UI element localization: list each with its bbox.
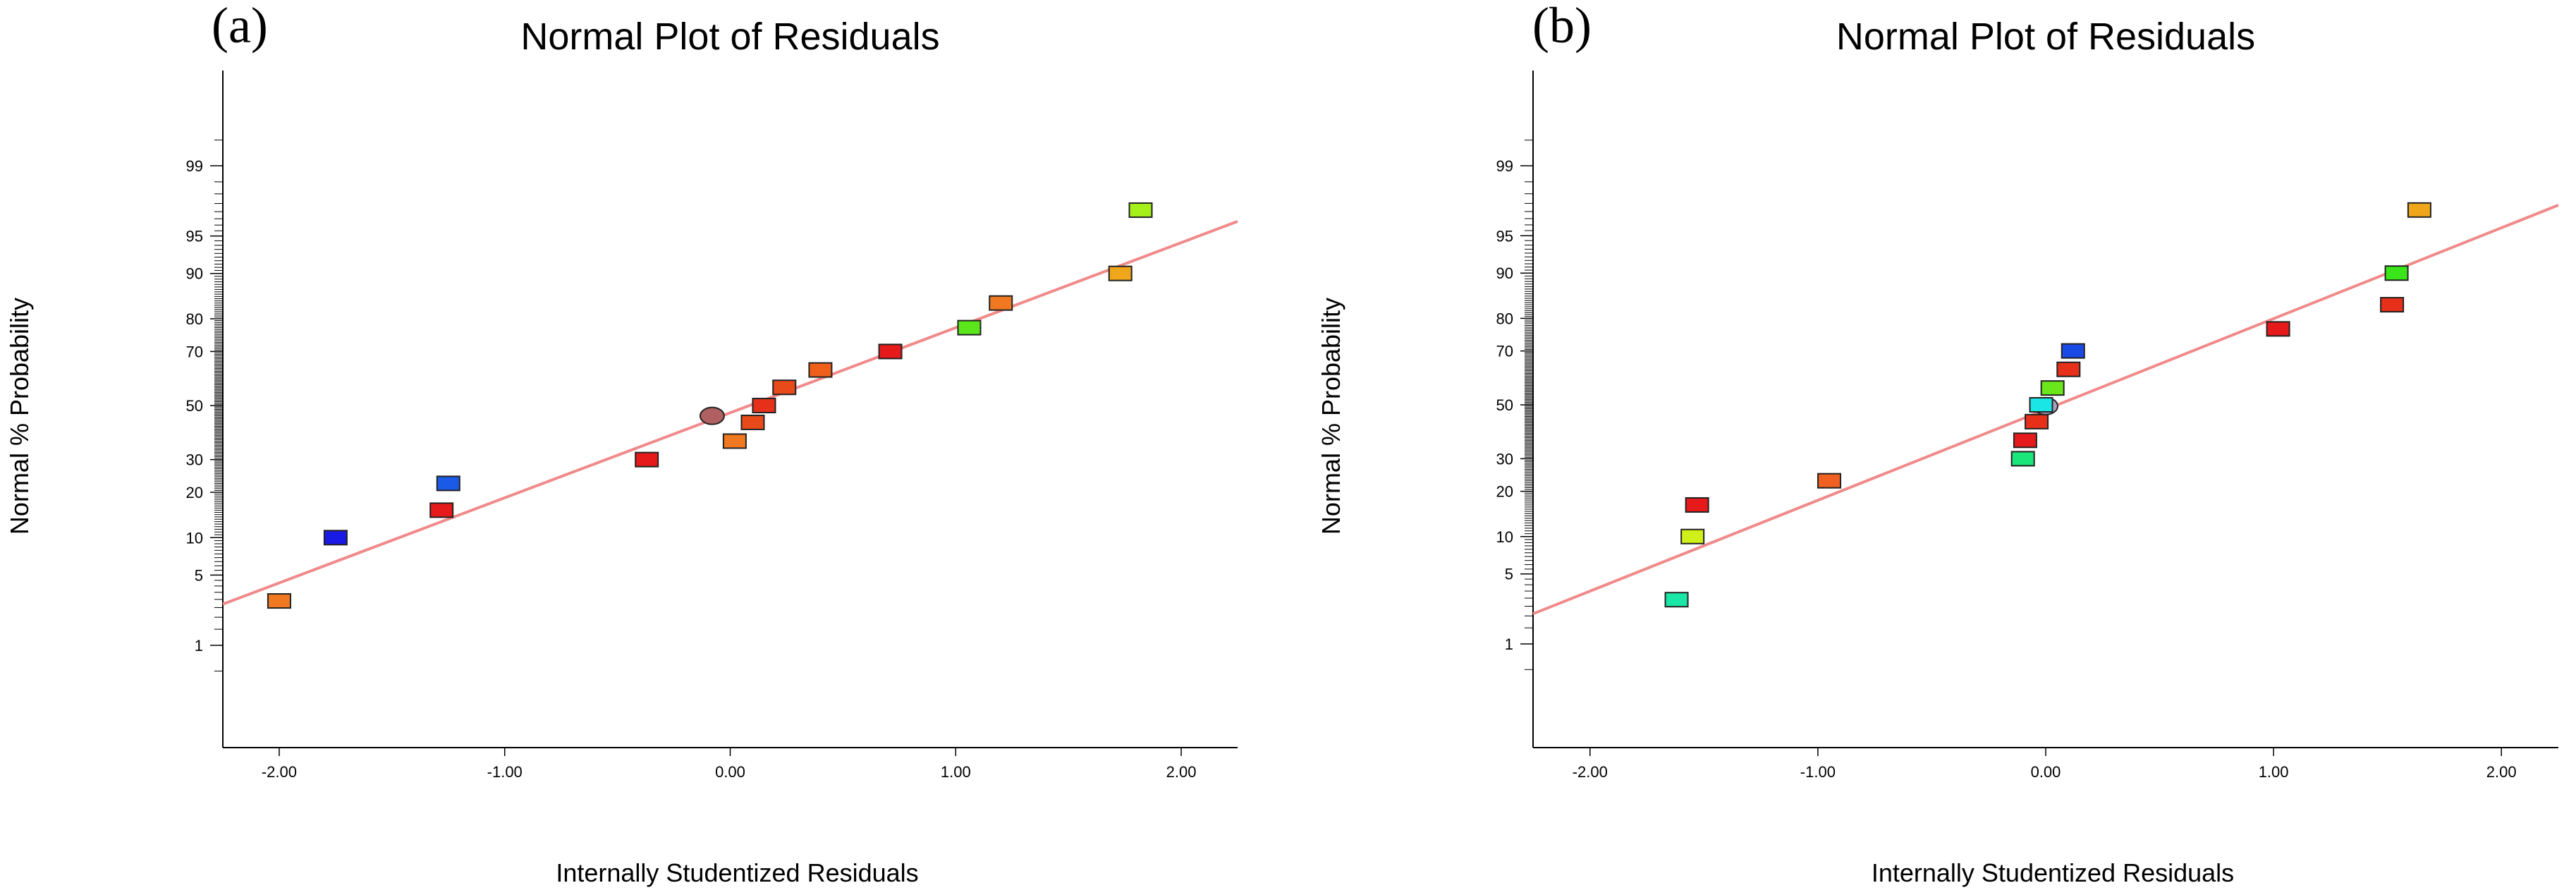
chart-b-x-tick-label: -1.00	[1800, 763, 1836, 781]
chart-panel-b: (b) Normal Plot of Residuals 1 5 10 20 30 50 70 8…	[1312, 0, 2576, 895]
chart-a-data-point	[1128, 202, 1153, 218]
chart-b-y-tick-label: 20	[1496, 483, 1513, 501]
chart-a-fit-line	[222, 220, 1238, 606]
chart-a-y-tick-label: 30	[186, 451, 203, 469]
chart-b-data-point	[2040, 380, 2065, 396]
chart-b-data-point	[2056, 361, 2081, 377]
chart-a-data-point	[772, 379, 797, 396]
chart-a-y-tick-label: 80	[186, 310, 203, 328]
chart-a-data-point	[699, 406, 725, 425]
chart-b-y-tick-label: 70	[1496, 343, 1513, 360]
chart-a-y-tick-label: 70	[186, 343, 203, 360]
chart-a-y-tick-label: 5	[195, 566, 203, 584]
chart-b-data-point	[1685, 497, 1709, 513]
chart-a-data-point	[635, 451, 659, 468]
chart-a-data-point	[722, 433, 747, 449]
chart-a-data-point	[752, 398, 776, 413]
chart-b-data-point	[1680, 528, 1705, 544]
chart-a-y-tick-label: 1	[195, 637, 203, 654]
chart-a-y-tick-label: 90	[186, 265, 203, 283]
chart-a-data-point	[267, 593, 291, 609]
chart-b-title: Normal Plot of Residuals	[1836, 16, 2255, 58]
chart-b-data-point	[2266, 321, 2290, 337]
chart-a-y-axis-label: Normal % Probability	[5, 298, 34, 535]
chart-a-data-point	[957, 319, 982, 336]
chart-b-data-point	[2025, 413, 2049, 430]
chart-a-x-axis-label: Internally Studentized Residuals	[556, 858, 918, 887]
chart-b-data-point	[2013, 432, 2037, 449]
chart-a-data-point	[429, 502, 454, 518]
chart-b-data-point	[2061, 343, 2085, 359]
chart-b-data-point	[2380, 297, 2405, 313]
chart-b-y-tick-label: 50	[1496, 396, 1513, 414]
chart-b-data-point	[1817, 473, 1842, 489]
chart-b-x-tick-label: 0.00	[2031, 763, 2061, 781]
chart-a-y-tick-label: 10	[186, 529, 203, 547]
chart-b-y-tick-label: 80	[1496, 310, 1513, 327]
chart-b-data-point	[2384, 265, 2409, 281]
chart-b-y-tick-label: 99	[1496, 157, 1513, 175]
chart-b-x-tick-label: 1.00	[2259, 763, 2289, 781]
chart-b-data-point	[2010, 451, 2035, 467]
chart-b-y-tick-label: 10	[1496, 528, 1513, 546]
chart-a-panel-label: (a)	[212, 0, 268, 54]
chart-a-title: Normal Plot of Residuals	[520, 16, 939, 58]
chart-b-data-point	[2407, 202, 2431, 218]
chart-a-svg: (a) Normal Plot of Residuals 1 5 10 20 30 50 70 8…	[5, 0, 1238, 887]
chart-a-x-tick-label: -1.00	[487, 763, 523, 781]
chart-b-x-tick-label: -2.00	[1573, 763, 1608, 781]
chart-a-data-point	[740, 414, 765, 430]
chart-a-data-point	[989, 295, 1013, 311]
chart-a-x-tick-label: 0.00	[715, 763, 745, 781]
chart-a-x-tick-label: -2.00	[262, 763, 297, 781]
chart-b-data-point	[1664, 592, 1689, 608]
chart-b-panel-label: (b)	[1532, 0, 1592, 54]
chart-a-y-tick-label: 20	[186, 484, 203, 501]
chart-a-data-point	[323, 530, 348, 546]
chart-a-data-point	[1108, 265, 1133, 281]
chart-b-y-tick-label: 95	[1496, 227, 1513, 245]
chart-a-data-point	[878, 343, 903, 360]
chart-b-y-tick-label: 1	[1505, 635, 1513, 653]
chart-a-y-tick-label: 95	[186, 228, 203, 245]
chart-a-y-tick-label: 99	[186, 157, 203, 175]
chart-a-x-tick-label: 2.00	[1166, 763, 1197, 781]
chart-b-x-axis-label: Internally Studentized Residuals	[1872, 858, 2234, 887]
chart-b-y-tick-label: 30	[1496, 450, 1513, 468]
chart-b-y-tick-label: 5	[1505, 566, 1513, 583]
chart-b-data-point	[2029, 397, 2053, 413]
chart-b-y-axis-label: Normal % Probability	[1317, 298, 1345, 535]
chart-b-x-tick-label: 2.00	[2486, 763, 2517, 781]
chart-a-data-point	[808, 362, 833, 378]
chart-b-svg: (b) Normal Plot of Residuals 1 5 10 20 30 50 70 8…	[1317, 0, 2559, 887]
chart-a-x-tick-label: 1.00	[941, 763, 971, 781]
chart-b-y-tick-label: 90	[1496, 264, 1513, 282]
chart-a-data-point	[436, 475, 460, 492]
chart-panel-a: (a) Normal Plot of Residuals 1 5 10 20 30 50 70 8…	[0, 0, 1269, 895]
chart-a-y-tick-label: 50	[186, 397, 203, 415]
